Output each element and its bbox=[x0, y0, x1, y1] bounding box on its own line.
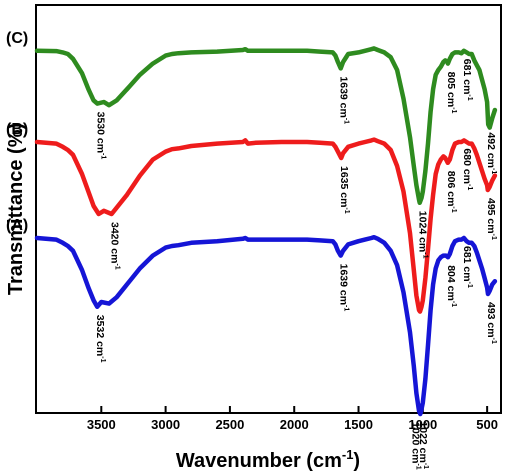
peak-label-sup: -1 bbox=[450, 206, 457, 212]
x-axis-label-sup: -1 bbox=[342, 447, 354, 462]
peak-label: 1635 cm-1 bbox=[338, 166, 350, 214]
peak-label-sup: -1 bbox=[490, 338, 497, 344]
peak-label-sup: -1 bbox=[422, 463, 429, 469]
peak-label: 3532 cm-1 bbox=[94, 315, 106, 363]
peak-label: 1020 cm-1 bbox=[409, 422, 421, 470]
series-line bbox=[34, 46, 498, 206]
x-tick-label: 1500 bbox=[344, 417, 373, 432]
peak-label-sup: -1 bbox=[414, 463, 421, 469]
peak-label: 3530 cm-1 bbox=[94, 112, 106, 160]
peak-label-sup: -1 bbox=[343, 207, 350, 213]
peak-label-sup: -1 bbox=[114, 263, 121, 269]
x-ticks: 3500 3000 2500 2000 1500 1000 500 bbox=[87, 406, 498, 432]
series-label: (C) bbox=[6, 30, 28, 47]
peak-label-sup: -1 bbox=[99, 153, 106, 159]
peak-label: 1639 cm-1 bbox=[338, 76, 350, 124]
labels-layer: (C) (B) (A) 3530 cm-1 1639 cm-1 1024 cm-1 805 … bbox=[6, 30, 497, 470]
peak-label-sup: -1 bbox=[450, 107, 457, 113]
peak-label-sup: -1 bbox=[99, 356, 106, 362]
peak-label: 681 cm-1 bbox=[461, 59, 473, 101]
x-tick-label: 3000 bbox=[151, 417, 180, 432]
peak-label: 680 cm-1 bbox=[461, 148, 473, 190]
x-tick-label: 2500 bbox=[215, 417, 244, 432]
peak-label-sup: -1 bbox=[466, 94, 473, 100]
x-axis-label-main: Wavenumber (cm bbox=[176, 450, 342, 472]
x-axis-label-close: ) bbox=[353, 450, 360, 472]
peak-label-sup: -1 bbox=[422, 252, 429, 258]
plot-frame bbox=[35, 4, 502, 414]
series-line bbox=[34, 234, 498, 417]
series-layer bbox=[34, 46, 498, 417]
series-label: (A) bbox=[6, 217, 28, 234]
peak-label: 492 cm-1 bbox=[485, 132, 497, 174]
peak-label-sup: -1 bbox=[343, 305, 350, 311]
peak-label: 806 cm-1 bbox=[445, 171, 457, 213]
peak-label-sup: -1 bbox=[466, 184, 473, 190]
peak-label: 1024 cm-1 bbox=[417, 211, 429, 259]
peak-label: 1022 cm-1 bbox=[417, 421, 429, 469]
peak-label-sup: -1 bbox=[490, 168, 497, 174]
peak-label: 3420 cm-1 bbox=[109, 222, 121, 270]
peak-label-sup: -1 bbox=[450, 301, 457, 307]
peak-label: 495 cm-1 bbox=[485, 198, 497, 240]
peak-label-sup: -1 bbox=[343, 118, 350, 124]
peak-label-sup: -1 bbox=[490, 234, 497, 240]
x-tick-label: 2000 bbox=[280, 417, 309, 432]
x-tick-label: 1000 bbox=[408, 417, 437, 432]
peak-label-sup: -1 bbox=[466, 282, 473, 288]
peak-label: 493 cm-1 bbox=[485, 302, 497, 344]
peak-label: 1639 cm-1 bbox=[338, 264, 350, 312]
peak-label: 681 cm-1 bbox=[461, 246, 473, 288]
peak-label: 804 cm-1 bbox=[445, 265, 457, 307]
x-tick-label: 3500 bbox=[87, 417, 116, 432]
x-axis-label: Wavenumber (cm-1) bbox=[176, 447, 360, 472]
series-label: (B) bbox=[6, 121, 28, 138]
y-axis-label: Transmittance (%) bbox=[5, 123, 27, 295]
peak-label: 805 cm-1 bbox=[445, 72, 457, 114]
x-tick-label: 500 bbox=[476, 417, 498, 432]
series-line bbox=[34, 137, 498, 314]
